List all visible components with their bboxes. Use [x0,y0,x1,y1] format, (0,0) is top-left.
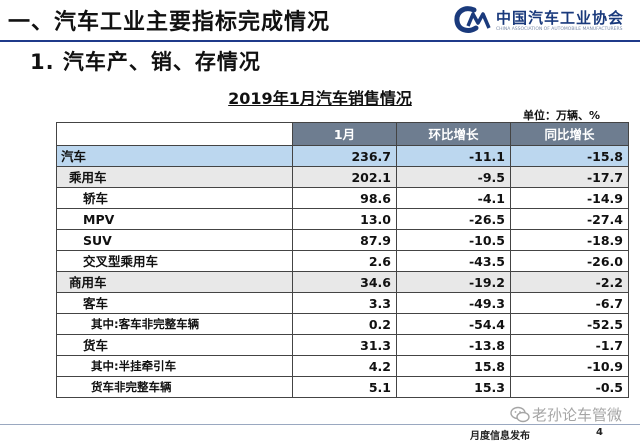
unit-label: 单位：万辆、% [522,109,600,122]
cell-yoy-growth: -52.5 [510,313,629,335]
cell-january: 3.3 [292,292,397,314]
section-title: 1. 汽车产、销、存情况 [30,50,261,74]
page-header-title: 一、汽车工业主要指标完成情况 [8,10,331,35]
column-header-mom-growth: 环比增长 [396,122,511,146]
row-label: 其中:半挂牵引车 [56,355,293,377]
watermark-text: 老孙论车管微 [532,406,623,424]
column-header-yoy-growth: 同比增长 [510,122,629,146]
logo-english-name: CHINA ASSOCIATION OF AUTOMOBILE MANUFACT… [496,27,623,32]
table-row: 商用车 34.6 -19.2 -2.2 [56,271,629,293]
cell-mom-growth: 15.3 [396,376,511,398]
logo-chinese-name: 中国汽车工业协会 [496,9,625,27]
row-label: 汽车 [56,145,293,167]
cell-january: 98.6 [292,187,397,209]
row-label: 交叉型乘用车 [56,250,293,272]
cell-january: 5.1 [292,376,397,398]
caam-logo-mark [454,6,491,33]
table-row: 汽车 236.7 -11.1 -15.8 [56,145,629,167]
cell-january: 13.0 [292,208,397,230]
cell-yoy-growth: -2.2 [510,271,629,293]
table-header-row: 1月 环比增长 同比增长 [56,122,629,146]
row-label: 货车 [56,334,293,356]
row-label: SUV [56,229,293,251]
column-header-blank [56,122,293,146]
cell-yoy-growth: -0.5 [510,376,629,398]
table-body: 汽车 236.7 -11.1 -15.8 乘用车 202.1 -9.5 -17.7 轿车 98.6… [56,145,629,398]
table-row: 货车非完整车辆 5.1 15.3 -0.5 [56,376,629,398]
cell-mom-growth: -43.5 [396,250,511,272]
row-label: 轿车 [56,187,293,209]
caam-logo: 中国汽车工业协会 CHINA ASSOCIATION OF AUTOMOBILE… [454,4,632,38]
table-row: 其中:半挂牵引车 4.2 15.8 -10.9 [56,355,629,377]
row-label: MPV [56,208,293,230]
cell-mom-growth: -19.2 [396,271,511,293]
cell-mom-growth: -54.4 [396,313,511,335]
wechat-watermark: 老孙论车管微 [510,404,635,426]
row-label: 客车 [56,292,293,314]
cell-yoy-growth: -27.4 [510,208,629,230]
column-header-january: 1月 [292,122,397,146]
wechat-icon [510,406,530,423]
table-row: SUV 87.9 -10.5 -18.9 [56,229,629,251]
cell-mom-growth: -10.5 [396,229,511,251]
sales-table: 1月 环比增长 同比增长 汽车 236.7 -11.1 -15.8 乘用车 202.1 -9… [56,122,629,398]
table-title: 2019年1月汽车销售情况 [228,89,412,108]
header-divider [0,40,640,42]
cell-mom-growth: -13.8 [396,334,511,356]
table-row: MPV 13.0 -26.5 -27.4 [56,208,629,230]
footer-label: 月度信息发布 [470,431,530,442]
cell-mom-growth: -11.1 [396,145,511,167]
cell-yoy-growth: -14.9 [510,187,629,209]
cell-mom-growth: -4.1 [396,187,511,209]
table-row: 交叉型乘用车 2.6 -43.5 -26.0 [56,250,629,272]
row-label: 乘用车 [56,166,293,188]
cell-january: 236.7 [292,145,397,167]
row-label: 商用车 [56,271,293,293]
table-row: 货车 31.3 -13.8 -1.7 [56,334,629,356]
row-label: 其中:客车非完整车辆 [56,313,293,335]
cell-january: 31.3 [292,334,397,356]
cell-yoy-growth: -10.9 [510,355,629,377]
cell-yoy-growth: -17.7 [510,166,629,188]
cell-mom-growth: -9.5 [396,166,511,188]
footer-bar: 月度信息发布 4 [0,424,640,444]
table-row: 客车 3.3 -49.3 -6.7 [56,292,629,314]
cell-yoy-growth: -6.7 [510,292,629,314]
cell-mom-growth: -49.3 [396,292,511,314]
cell-mom-growth: 15.8 [396,355,511,377]
cell-january: 34.6 [292,271,397,293]
table-row: 轿车 98.6 -4.1 -14.9 [56,187,629,209]
cell-january: 87.9 [292,229,397,251]
page-number: 4 [596,427,603,438]
cell-yoy-growth: -18.9 [510,229,629,251]
cell-yoy-growth: -15.8 [510,145,629,167]
row-label: 货车非完整车辆 [56,376,293,398]
cell-january: 0.2 [292,313,397,335]
table-row: 其中:客车非完整车辆 0.2 -54.4 -52.5 [56,313,629,335]
cell-mom-growth: -26.5 [396,208,511,230]
cell-january: 202.1 [292,166,397,188]
cell-yoy-growth: -26.0 [510,250,629,272]
cell-yoy-growth: -1.7 [510,334,629,356]
table-row: 乘用车 202.1 -9.5 -17.7 [56,166,629,188]
cell-january: 4.2 [292,355,397,377]
cell-january: 2.6 [292,250,397,272]
